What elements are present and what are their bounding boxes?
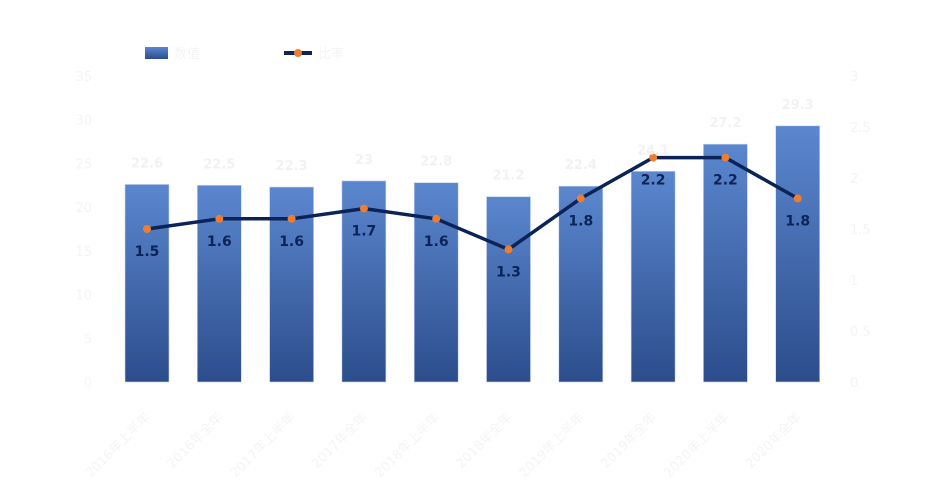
y-right-tick-label: 0.5 <box>850 325 871 340</box>
x-tick-label: 2018年上半年 <box>372 410 443 481</box>
bar-value-label: 22.3 <box>276 159 308 174</box>
bar-value-label: 24.1 <box>637 143 669 158</box>
bar <box>197 184 242 383</box>
bar-value-label: 22.6 <box>131 156 163 171</box>
y-right-tick-label: 0 <box>850 376 858 391</box>
bar <box>486 196 531 383</box>
line-marker <box>215 214 224 223</box>
y-left-tick-label: 10 <box>75 289 92 304</box>
x-tick-label: 2018年全年 <box>453 410 515 472</box>
line-marker <box>504 245 513 254</box>
bar-value-label: 21.2 <box>492 169 524 184</box>
x-tick-label: 2016年全年 <box>164 410 226 472</box>
bar <box>413 182 459 383</box>
legend-bar-swatch <box>145 47 168 59</box>
line-marker <box>721 153 730 162</box>
x-tick-label: 2016年上半年 <box>83 410 154 481</box>
line-marker <box>576 194 585 203</box>
bar-value-label: 27.2 <box>709 116 741 131</box>
bar <box>703 143 748 383</box>
line-marker <box>287 214 296 223</box>
x-tick-label: 2017年全年 <box>308 410 370 472</box>
line-marker <box>359 204 368 213</box>
line-value-label: 1.7 <box>351 224 376 240</box>
y-left-tick-label: 5 <box>84 332 92 347</box>
y-left-tick-label: 30 <box>75 114 92 129</box>
bar-value-label: 22.8 <box>420 155 452 170</box>
bar <box>341 180 387 383</box>
bar <box>630 170 676 383</box>
y-right-tick-label: 2 <box>850 172 858 187</box>
x-tick-label: 2017年上半年 <box>228 410 299 481</box>
bar-value-label: 22.5 <box>203 157 235 172</box>
bar <box>558 185 604 383</box>
x-tick-label: 2020年上半年 <box>661 410 732 481</box>
y-right-tick-label: 3 <box>850 70 858 85</box>
y-left-tick-label: 15 <box>75 245 92 260</box>
line-value-label: 1.6 <box>207 234 232 250</box>
line-value-label: 1.8 <box>785 213 810 229</box>
y-right-tick-label: 2.5 <box>850 121 871 136</box>
line-value-label: 1.6 <box>424 234 449 250</box>
y-left-tick-label: 35 <box>75 70 92 85</box>
line-value-label: 1.8 <box>568 213 593 229</box>
line-marker <box>793 194 802 203</box>
y-left-tick-label: 25 <box>75 157 92 172</box>
legend-bar-label: 数值 <box>174 46 200 62</box>
bar <box>124 184 170 383</box>
line-value-label: 1.5 <box>135 244 160 260</box>
bar-value-label: 22.4 <box>565 158 597 173</box>
bar <box>775 125 821 383</box>
line-value-label: 1.3 <box>496 264 521 280</box>
line-marker <box>649 153 658 162</box>
y-left-tick-label: 20 <box>75 201 92 216</box>
y-right-tick-label: 1 <box>850 274 858 289</box>
line-value-label: 2.2 <box>713 173 738 189</box>
y-right-tick-label: 1.5 <box>850 223 871 238</box>
legend-line-label: 比率 <box>318 46 344 62</box>
y-left-tick-label: 0 <box>84 376 92 391</box>
line-value-label: 1.6 <box>279 234 304 250</box>
line-marker <box>143 225 151 233</box>
bar-value-label: 23 <box>355 153 373 168</box>
line-marker <box>432 214 441 223</box>
line-value-label: 2.2 <box>641 173 666 189</box>
x-tick-label: 2019年上半年 <box>517 410 588 481</box>
x-tick-label: 2019年全年 <box>598 410 660 472</box>
legend-line-marker <box>294 49 302 57</box>
bar-value-label: 29.3 <box>782 98 814 113</box>
x-tick-label: 2020年全年 <box>742 410 804 472</box>
series-line <box>146 155 799 252</box>
legend: 数值 比率 <box>145 46 344 62</box>
